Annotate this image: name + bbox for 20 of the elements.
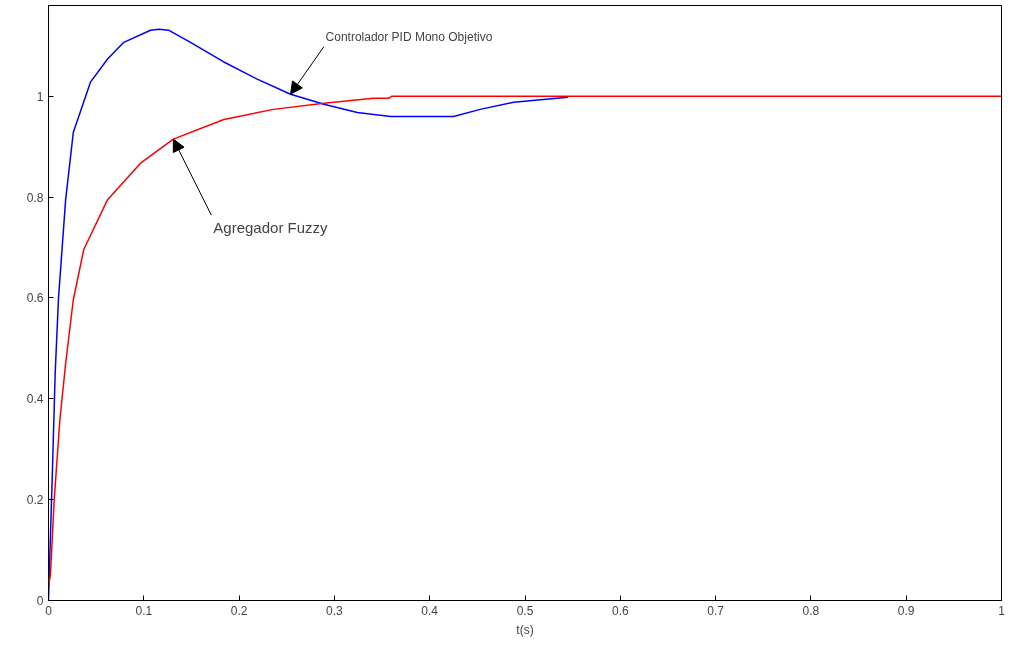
x-tick-label: 0.3 [326, 603, 344, 618]
y-tick-label: 0.2 [26, 493, 44, 508]
y-tick-label: 0 [36, 594, 44, 608]
x-tick-label: 0.6 [611, 603, 629, 618]
y-tick-label: 0.8 [26, 190, 44, 205]
x-axis-title: t(s) [516, 622, 534, 637]
line-series [48, 95, 1002, 587]
x-tick-label: 0.7 [707, 603, 725, 618]
y-tick-label: 0.4 [26, 392, 44, 407]
y-tick-label: 1 [36, 89, 44, 104]
y-tick-label: 0.6 [26, 291, 44, 306]
x-tick-label: 0.5 [516, 603, 534, 618]
x-tick-label: 0.2 [230, 603, 248, 618]
annotation: Controlador PID Mono Objetivo [325, 30, 493, 45]
x-tick-label: 0.9 [897, 603, 915, 618]
x-tick-label: 0.4 [421, 603, 439, 618]
x-tick-label: 1 [998, 603, 1006, 618]
annotation: Agregador Fuzzy [213, 219, 329, 237]
x-tick-label: 0.1 [135, 603, 153, 618]
x-tick-label: 0.8 [802, 603, 820, 618]
